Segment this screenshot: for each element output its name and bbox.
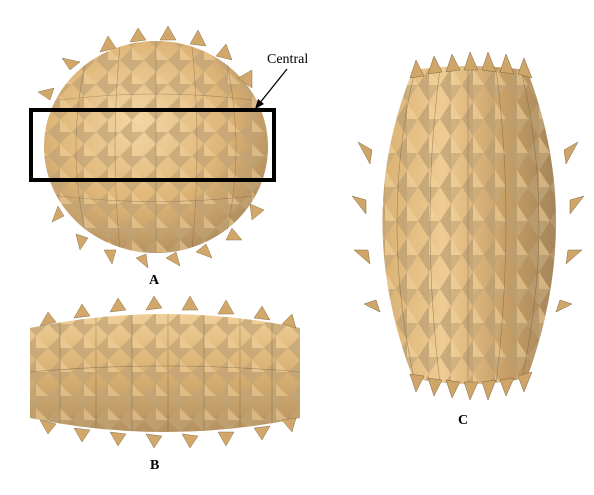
central-annotation: Central: [267, 52, 309, 67]
origami-barrel-c: [351, 51, 585, 401]
central-band-box: [29, 108, 276, 182]
figure-label-a: A: [149, 273, 160, 288]
origami-sphere-a: [29, 25, 288, 269]
origami-band-b: [30, 295, 300, 449]
central-arrow: [258, 68, 288, 105]
figure-label-c: C: [458, 413, 469, 428]
figure-label-b: B: [150, 458, 160, 473]
